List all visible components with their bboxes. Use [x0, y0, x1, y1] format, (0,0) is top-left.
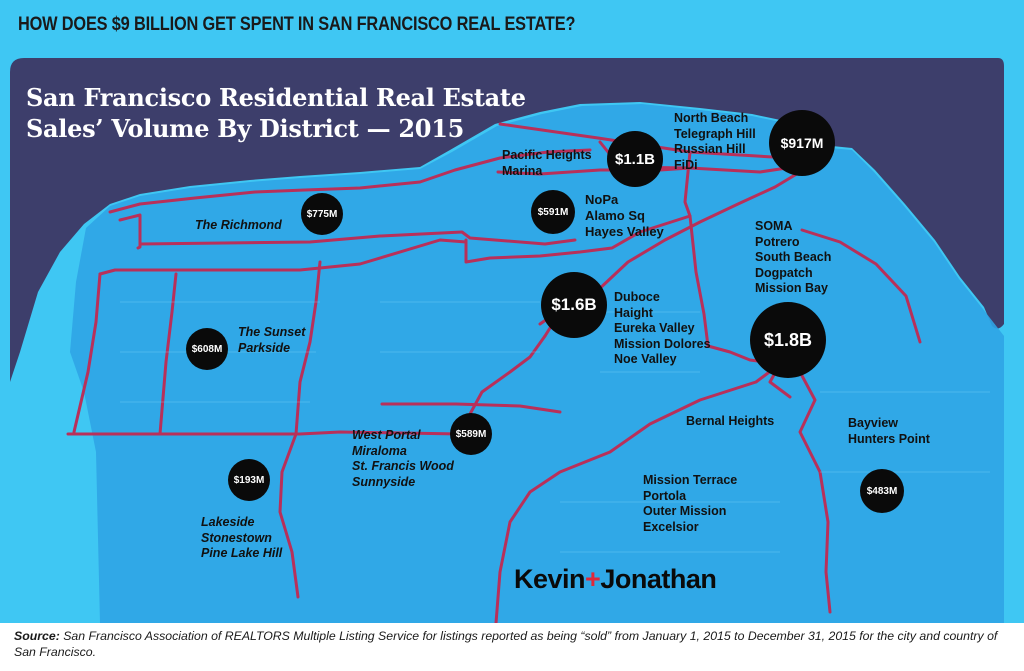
volume-nopa: $591M: [537, 206, 569, 218]
district-name: Outer Mission: [643, 504, 727, 518]
district-name: Lakeside: [201, 515, 255, 529]
volume-pacific-heights: $1.1B: [614, 150, 656, 168]
label-north-beach: North Beach Telegraph Hill Russian Hill …: [674, 111, 756, 173]
marker-richmond: $775M: [301, 193, 343, 235]
district-name: Portola: [643, 488, 687, 503]
district-name: Mission Terrace: [643, 473, 738, 487]
map-title: San Francisco Residential Real Estate Sa…: [26, 82, 526, 144]
volume-duboce: $1.6B: [551, 295, 597, 314]
marker-duboce: $1.6B: [541, 272, 607, 338]
label-mission-terrace: Mission Terrace Portola Outer Mission Ex…: [643, 473, 737, 535]
district-name: St. Francis Wood: [352, 459, 454, 473]
volume-soma: $1.8B: [763, 329, 813, 350]
district-name: Dogpatch: [755, 265, 813, 280]
district-name: Bernal Heights: [686, 414, 775, 428]
marker-north-beach: $917M: [769, 110, 835, 176]
map-title-line-2: Sales’ Volume By District — 2015: [26, 114, 464, 143]
page-title: HOW DOES $9 BILLION GET SPENT IN SAN FRA…: [18, 14, 576, 35]
district-name: West Portal: [352, 428, 421, 442]
volume-richmond: $775M: [306, 208, 338, 220]
label-sunset: The Sunset Parkside: [238, 325, 305, 356]
marker-pacific-heights: $1.1B: [607, 131, 663, 187]
label-soma: SOMA Potrero South Beach Dogpatch Missio…: [755, 219, 831, 297]
district-name: Sunnyside: [352, 474, 416, 489]
source-text: San Francisco Association of REALTORS Mu…: [14, 629, 998, 659]
marker-soma: $1.8B: [750, 302, 826, 378]
district-name: Eureka Valley: [614, 321, 695, 335]
district-name: SOMA: [755, 219, 793, 233]
brand-part-2: Jonathan: [600, 564, 717, 594]
district-name: Noe Valley: [614, 352, 677, 366]
label-nopa: NoPa Alamo Sq Hayes Valley: [585, 192, 664, 240]
district-name: Pine Lake Hill: [201, 546, 283, 560]
brand-logo: Kevin+Jonathan: [514, 564, 717, 595]
district-name: Hunters Point: [848, 431, 930, 446]
district-name: Pacific Heights: [502, 148, 592, 162]
label-bayview: Bayview Hunters Point: [848, 416, 930, 447]
volume-sunset: $608M: [191, 343, 223, 355]
volume-lakeside: $193M: [233, 474, 265, 486]
label-west-portal: West Portal Miraloma St. Francis Wood Su…: [352, 428, 454, 490]
brand-plus: +: [585, 564, 601, 594]
district-name: Excelsior: [643, 519, 699, 534]
source-label: Source:: [14, 629, 60, 643]
city-land: [70, 104, 1004, 623]
district-name: Marina: [502, 163, 543, 178]
district-name: Mission Bay: [755, 281, 828, 295]
label-bernal: Bernal Heights: [686, 414, 774, 430]
volume-north-beach: $917M: [780, 135, 824, 151]
map-title-line-1: San Francisco Residential Real Estate: [26, 83, 526, 112]
district-name: Telegraph Hill: [674, 126, 756, 141]
district-name: NoPa: [585, 192, 619, 207]
district-name: Bayview: [848, 416, 899, 430]
district-map: San Francisco Residential Real Estate Sa…: [0, 52, 1024, 623]
district-name: Miraloma: [352, 443, 407, 458]
volume-bayview: $483M: [866, 485, 898, 497]
district-name: Duboce: [614, 290, 660, 304]
marker-nopa: $591M: [531, 190, 575, 234]
street-grid: [120, 301, 990, 553]
marker-lakeside: $193M: [228, 459, 270, 501]
district-name: Hayes Valley: [585, 224, 664, 239]
marker-bayview: $483M: [860, 469, 904, 513]
marker-sunset: $608M: [186, 328, 228, 370]
brand-part-1: Kevin: [514, 564, 586, 594]
district-name: Mission Dolores: [614, 336, 711, 351]
source-footnote: Source: San Francisco Association of REA…: [14, 628, 1004, 660]
bay-water: [10, 58, 1004, 382]
district-name: South Beach: [755, 250, 832, 264]
header-bar: HOW DOES $9 BILLION GET SPENT IN SAN FRA…: [0, 0, 1024, 52]
label-richmond: The Richmond: [195, 218, 282, 234]
label-pacific-heights: Pacific Heights Marina: [502, 148, 592, 179]
district-name: Russian Hill: [674, 142, 746, 156]
label-duboce: Duboce Haight Eureka Valley Mission Dolo…: [614, 290, 711, 368]
volume-west-portal: $589M: [455, 428, 487, 440]
district-name: The Richmond: [195, 218, 282, 232]
district-name: Stonestown: [201, 530, 272, 545]
district-name: FiDi: [674, 157, 698, 172]
marker-west-portal: $589M: [450, 413, 492, 455]
district-name: Alamo Sq: [585, 208, 645, 223]
label-lakeside: Lakeside Stonestown Pine Lake Hill: [201, 515, 282, 562]
district-name: The Sunset: [238, 325, 306, 339]
district-name: Haight: [614, 305, 653, 320]
district-name: Parkside: [238, 340, 291, 355]
district-name: Potrero: [755, 234, 800, 249]
district-name: North Beach: [674, 111, 749, 125]
